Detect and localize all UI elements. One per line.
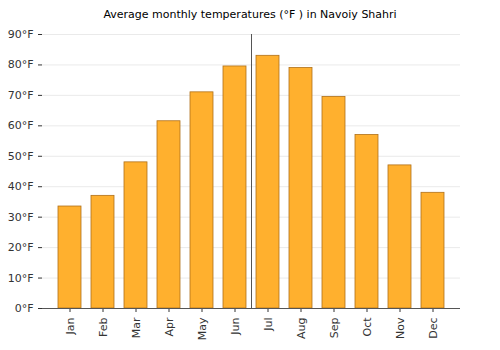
svg-text:Jul: Jul <box>262 318 275 332</box>
svg-text:Feb: Feb <box>97 317 110 336</box>
svg-text:70°F: 70°F <box>8 89 34 102</box>
svg-text:0°F: 0°F <box>15 302 34 315</box>
svg-text:Sep: Sep <box>328 317 341 338</box>
html-text:Average monthly temperatures (: Average monthly temperatures (°F ) in Na… <box>103 8 397 21</box>
svg-text:Oct: Oct <box>361 317 374 337</box>
svg-text:Jan: Jan <box>64 317 77 335</box>
svg-text:Dec: Dec <box>427 318 440 339</box>
svg-text:80°F: 80°F <box>8 58 34 71</box>
svg-text:10°F: 10°F <box>8 272 34 285</box>
svg-text:Aug: Aug <box>295 318 308 339</box>
svg-text:May: May <box>196 317 209 340</box>
svg-text:Apr: Apr <box>163 317 176 337</box>
svg-text:60°F: 60°F <box>8 119 34 132</box>
svg-text:90°F: 90°F <box>8 28 34 41</box>
svg-text:50°F: 50°F <box>8 150 34 163</box>
svg-text:Mar: Mar <box>130 317 143 338</box>
svg-text:20°F: 20°F <box>8 241 34 254</box>
svg-text:Jun: Jun <box>229 317 242 335</box>
svg-text:30°F: 30°F <box>8 211 34 224</box>
svg-text:40°F: 40°F <box>8 180 34 193</box>
svg-text:Nov: Nov <box>394 317 407 339</box>
